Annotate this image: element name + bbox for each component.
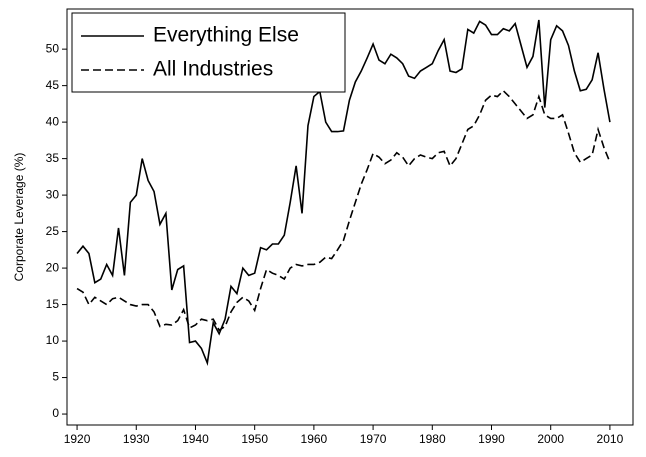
x-tick-label: 1920 bbox=[64, 432, 91, 446]
y-tick-label: 5 bbox=[52, 370, 59, 384]
y-axis-label: Corporate Leverage (%) bbox=[12, 153, 26, 282]
x-tick-label: 1980 bbox=[419, 432, 446, 446]
x-tick-label: 1990 bbox=[478, 432, 505, 446]
x-tick-label: 1940 bbox=[182, 432, 209, 446]
y-tick-label: 30 bbox=[46, 187, 60, 201]
plot-frame bbox=[66, 8, 634, 426]
y-tick-label: 10 bbox=[46, 333, 60, 347]
x-tick-label: 1950 bbox=[241, 432, 268, 446]
x-tick-label: 2000 bbox=[537, 432, 564, 446]
y-tick-label: 15 bbox=[46, 297, 60, 311]
y-tick-label: 50 bbox=[46, 41, 60, 55]
y-tick-label: 45 bbox=[46, 78, 60, 92]
y-tick-label: 0 bbox=[52, 406, 59, 420]
x-tick-label: 1970 bbox=[360, 432, 387, 446]
legend-box bbox=[71, 12, 346, 93]
y-tick-label: 35 bbox=[46, 151, 60, 165]
y-tick-label: 20 bbox=[46, 260, 60, 274]
x-tick-label: 2010 bbox=[597, 432, 624, 446]
legend-label: All Industries bbox=[153, 58, 273, 81]
series-line bbox=[76, 89, 611, 332]
x-tick-label: 1930 bbox=[123, 432, 150, 446]
y-tick-label: 25 bbox=[46, 224, 60, 238]
x-tick-label: 1960 bbox=[301, 432, 328, 446]
legend-label: Everything Else bbox=[153, 24, 299, 47]
y-tick-label: 40 bbox=[46, 114, 60, 128]
series-line bbox=[76, 19, 611, 366]
